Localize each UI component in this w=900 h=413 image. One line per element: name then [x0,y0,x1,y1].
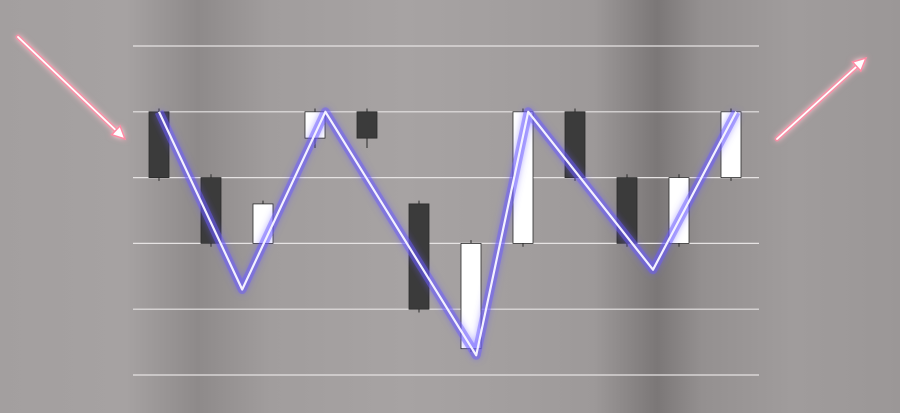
pattern-line [158,110,738,357]
exit-trend-arrow-up [774,56,868,142]
candle-body-5-bearish [356,111,378,139]
entry-trend-arrow-down [15,34,127,141]
pattern-line-glow [154,107,741,360]
